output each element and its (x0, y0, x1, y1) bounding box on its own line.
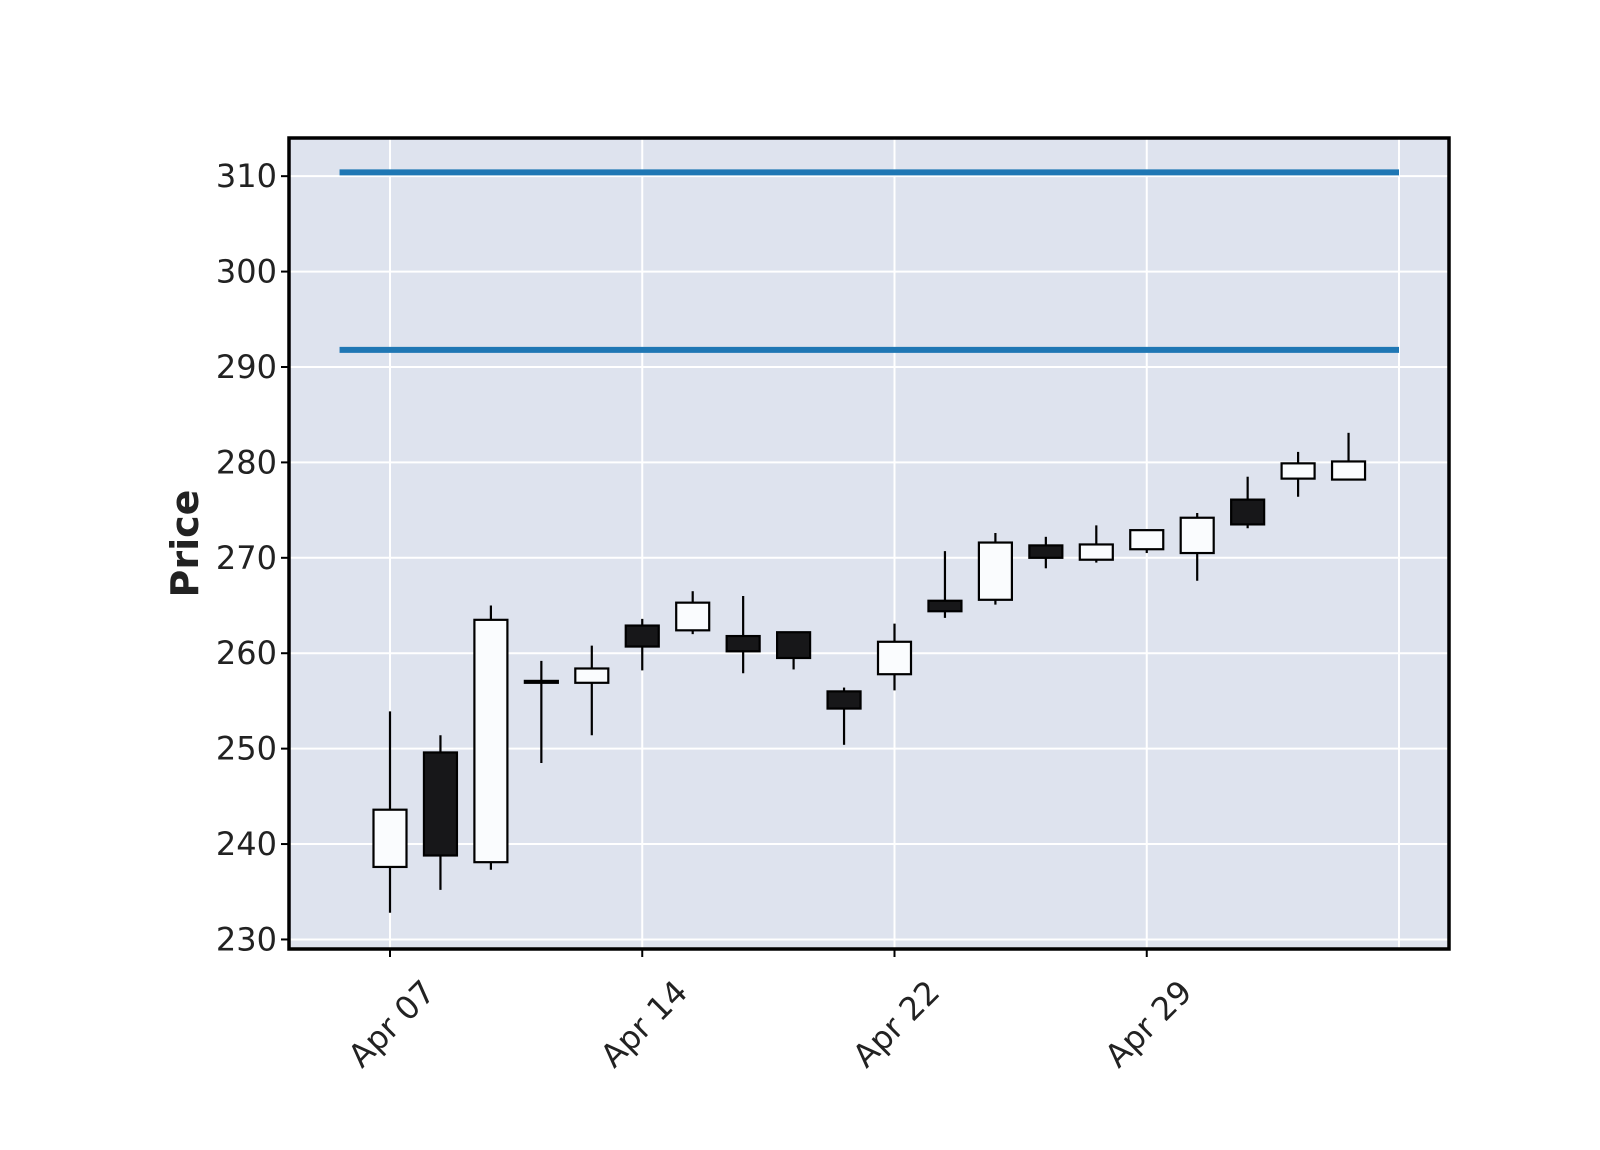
candle-body (574, 667, 610, 684)
candle-down (826, 687, 862, 745)
horizontal-lines (339, 169, 1399, 353)
x-tick-label: Apr 22 (845, 973, 947, 1075)
candle-down (624, 618, 660, 671)
candle-up (574, 645, 610, 736)
candle-up (1129, 529, 1165, 554)
candle-body (422, 751, 459, 857)
candle-down (775, 631, 812, 670)
y-tick-label: 270 (216, 539, 277, 577)
candle-down (1230, 476, 1266, 529)
x-tick-label: Apr 29 (1097, 973, 1199, 1075)
y-tick-label: 260 (216, 634, 277, 672)
candle-body (1028, 544, 1064, 559)
y-tick-label: 230 (216, 920, 277, 958)
candle-up (1330, 432, 1367, 481)
candle-body (1330, 460, 1367, 481)
y-tick-label: 310 (216, 157, 277, 195)
candle-up (977, 533, 1014, 605)
candle-body (1129, 529, 1165, 551)
x-tick-label: Apr 14 (593, 973, 695, 1075)
candle-up (1179, 512, 1215, 581)
candle-down (725, 595, 761, 674)
candle-down (523, 660, 559, 763)
y-tick-label: 290 (216, 348, 277, 386)
x-tick-label: Apr 07 (341, 973, 443, 1075)
candles (372, 432, 1367, 913)
y-tick-label: 300 (216, 253, 277, 291)
y-axis-label: Price (163, 490, 207, 598)
candle-body (977, 541, 1014, 601)
candle-up (876, 623, 913, 691)
candle-body (1280, 462, 1316, 480)
candle-up (473, 605, 509, 870)
candle-body (1078, 543, 1114, 561)
candle-down (927, 551, 963, 618)
candle-body (775, 631, 812, 660)
candle-body (1230, 498, 1266, 526)
y-axis-ticks: 230 240 250 260 270 280 290 300 310 (216, 157, 289, 958)
candle-body (1179, 516, 1215, 555)
plot-background (289, 138, 1449, 949)
candle-up (372, 711, 408, 913)
y-tick-label: 280 (216, 443, 277, 481)
candle-down (1028, 536, 1064, 569)
candle-body (624, 624, 660, 648)
x-axis-ticks: Apr 07 Apr 14 Apr 22 Apr 29 (341, 949, 1199, 1075)
candle-body (372, 808, 408, 869)
candle-body (876, 640, 913, 676)
candle-body (725, 634, 761, 653)
candle-body (826, 690, 862, 710)
candle-up (1280, 451, 1316, 497)
candle-body (523, 679, 559, 684)
candle-up (1078, 525, 1114, 563)
y-tick-label: 240 (216, 825, 277, 863)
y-tick-label: 250 (216, 730, 277, 768)
candle-down (422, 735, 459, 890)
candle-body (675, 601, 711, 632)
plot-frame (287, 136, 1451, 951)
candle-body (927, 599, 963, 613)
candle-body (473, 618, 509, 864)
candle-up (675, 591, 711, 635)
